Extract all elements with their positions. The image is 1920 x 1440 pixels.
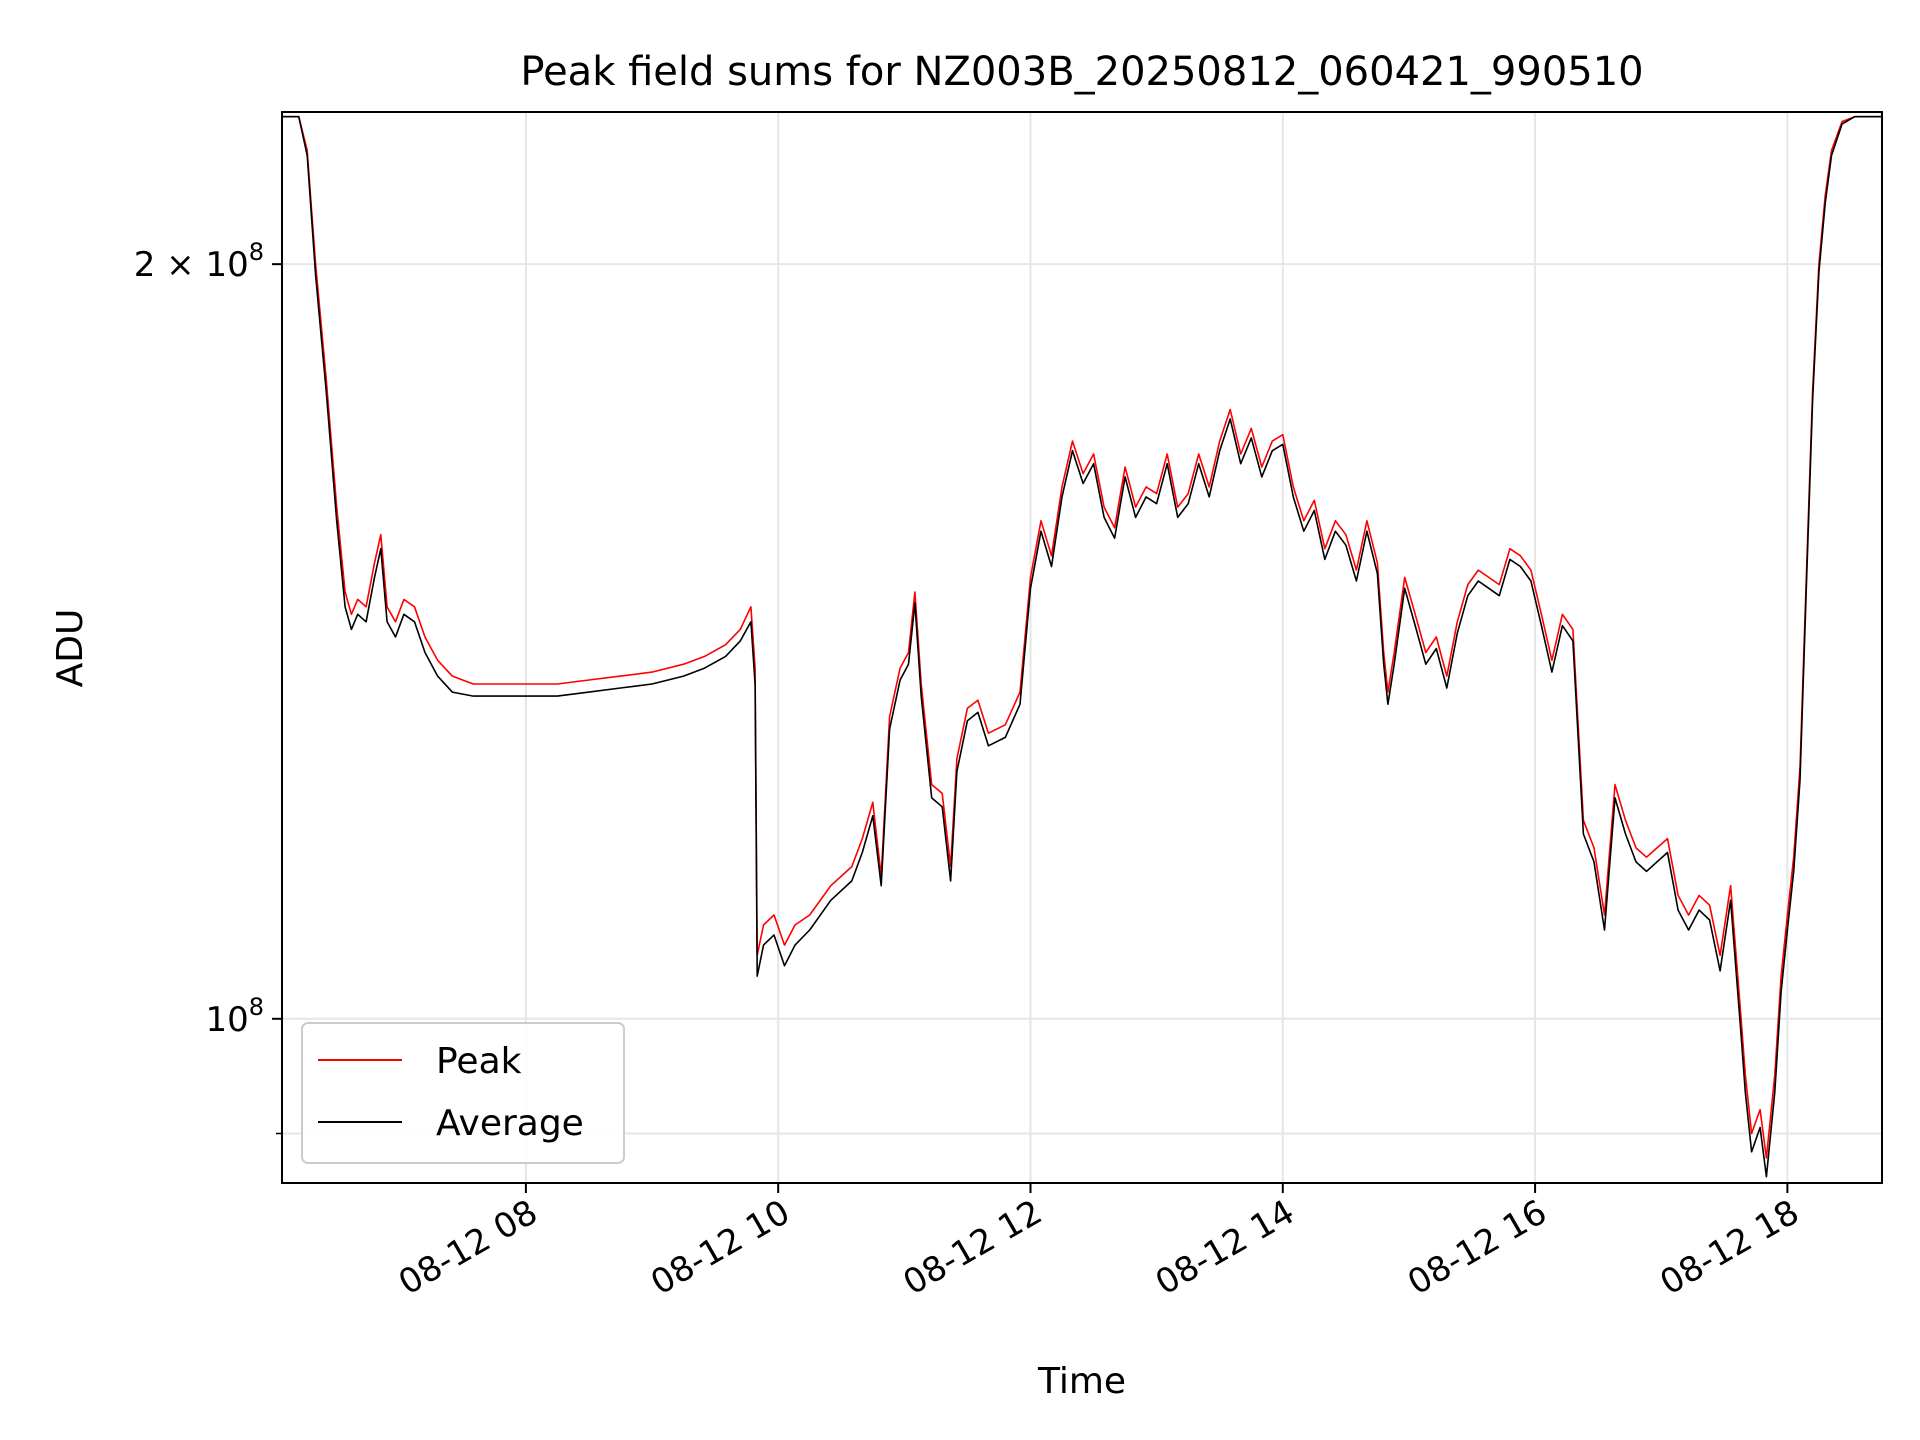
x-axis: 08-12 08 08-12 10 08-12 12 08-12 14 08-12 16… bbox=[392, 1183, 1806, 1303]
series-line-peak bbox=[282, 115, 1882, 1159]
x-tick-label: 08-12 14 bbox=[1149, 1192, 1301, 1303]
legend-label-peak: Peak bbox=[436, 1041, 522, 1082]
y-tick-label: 108 bbox=[205, 993, 264, 1040]
legend-label-average: Average bbox=[436, 1103, 584, 1144]
legend-box bbox=[301, 1022, 625, 1164]
x-tick-label: 08-12 18 bbox=[1653, 1192, 1805, 1303]
legend: Peak Average bbox=[301, 1022, 625, 1164]
x-tick-label: 08-12 12 bbox=[897, 1192, 1049, 1303]
y-tick-exponent: 8 bbox=[249, 993, 264, 1021]
x-tick-label: 08-12 08 bbox=[392, 1192, 544, 1303]
x-tick-label: 08-12 16 bbox=[1401, 1192, 1553, 1303]
plot-frame bbox=[281, 111, 1883, 1184]
y-tick-label: 2 × 108 bbox=[134, 238, 264, 285]
y-tick-exponent: 8 bbox=[249, 238, 264, 266]
grid bbox=[282, 112, 1882, 1183]
y-axis-label: ADU bbox=[50, 609, 91, 688]
series-layer bbox=[282, 115, 1882, 1178]
y-tick-base: 2 × 10 bbox=[134, 245, 249, 285]
x-tick-label: 08-12 10 bbox=[644, 1192, 796, 1303]
y-tick-base: 10 bbox=[205, 1000, 248, 1040]
x-axis-label: Time bbox=[1037, 1361, 1126, 1402]
chart-title: Peak field sums for NZ003B_20250812_0604… bbox=[520, 49, 1643, 95]
series-line-average bbox=[282, 115, 1882, 1178]
